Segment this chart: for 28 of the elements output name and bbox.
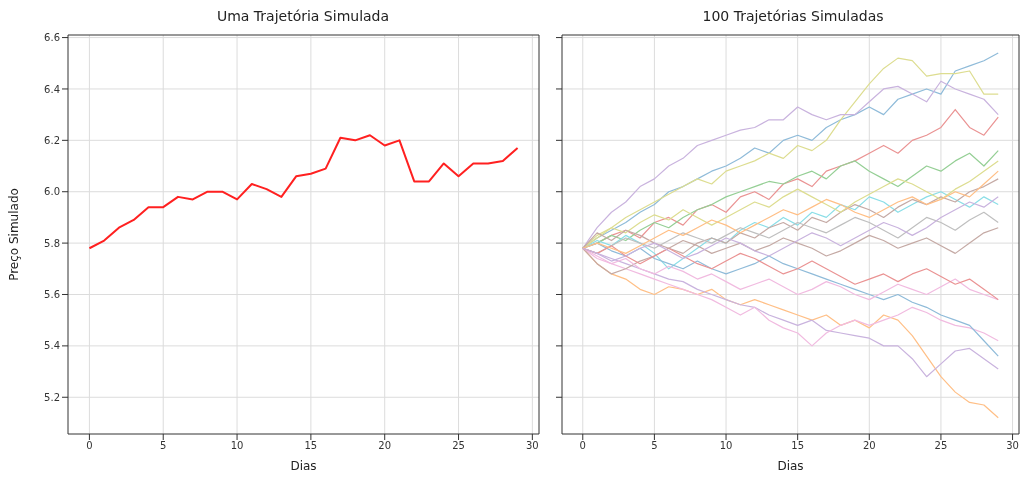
x-tick-label: 30	[525, 440, 539, 452]
x-tick-label: 0	[579, 440, 586, 452]
x-tick-label: 5	[651, 440, 658, 452]
x-axis-title: Dias	[777, 459, 804, 473]
y-tick-label: 5.8	[44, 237, 60, 249]
y-tick-label: 6.2	[44, 134, 60, 146]
y-tick-label: 6.4	[44, 83, 60, 95]
x-tick-label: 25	[934, 440, 948, 452]
y-axis-title: Preço Simulado	[7, 188, 22, 281]
y-tick-label: 6.0	[44, 186, 60, 198]
x-tick-label: 15	[791, 440, 805, 452]
y-tick-label: 5.6	[44, 289, 60, 301]
x-tick-label: 30	[1006, 440, 1019, 452]
y-tick-label: 5.2	[44, 391, 60, 403]
y-tick-label: 6.6	[44, 32, 60, 44]
x-axis-title: Dias	[290, 459, 317, 473]
x-tick-label: 5	[160, 440, 167, 452]
x-tick-label: 20	[862, 440, 876, 452]
x-tick-label: 20	[378, 440, 392, 452]
x-tick-label: 0	[86, 440, 93, 452]
x-tick-label: 10	[719, 440, 733, 452]
line-series	[88, 134, 519, 250]
x-tick-label: 10	[230, 440, 244, 452]
x-tick-label: 15	[304, 440, 318, 452]
y-tick-label: 5.4	[44, 340, 60, 352]
chart-title: 100 Trajetórias Simuladas	[701, 8, 885, 26]
x-tick-label: 25	[452, 440, 465, 452]
chart-title: Uma Trajetória Simulada	[215, 8, 391, 26]
